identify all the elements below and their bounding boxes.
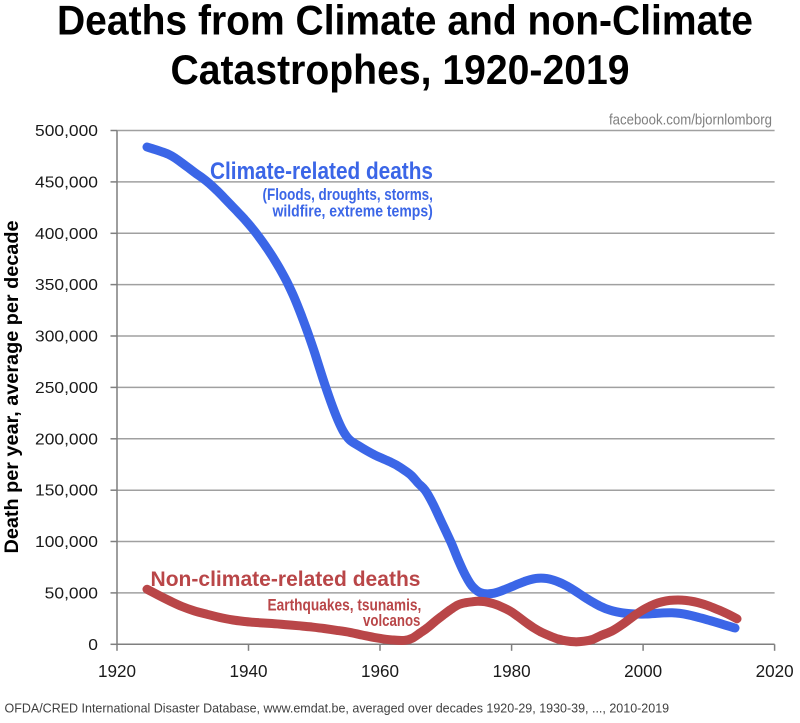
svg-text:300,000: 300,000 (35, 329, 98, 346)
svg-text:400,000: 400,000 (35, 226, 98, 243)
svg-text:(Floods, droughts, storms,: (Floods, droughts, storms, (263, 186, 433, 204)
svg-text:1980: 1980 (493, 661, 531, 681)
svg-text:150,000: 150,000 (35, 483, 98, 500)
svg-text:250,000: 250,000 (35, 380, 98, 397)
svg-text:Climate-related deaths: Climate-related deaths (210, 158, 433, 185)
svg-text:2020: 2020 (756, 661, 794, 681)
svg-text:0: 0 (88, 637, 98, 654)
svg-text:500,000: 500,000 (35, 123, 98, 140)
svg-text:Earthquakes, tsunamis,: Earthquakes, tsunamis, (268, 597, 422, 615)
svg-text:wildfire, extreme temps): wildfire, extreme temps) (272, 202, 433, 220)
svg-text:Catastrophes, 1920-2019: Catastrophes, 1920-2019 (171, 46, 630, 93)
svg-text:Death per year, average per de: Death per year, average per decade (2, 221, 23, 554)
svg-text:OFDA/CRED International Disast: OFDA/CRED International Disaster Databas… (5, 702, 670, 716)
svg-text:1960: 1960 (361, 661, 399, 681)
svg-text:1940: 1940 (230, 661, 268, 681)
svg-text:350,000: 350,000 (35, 277, 98, 294)
svg-text:100,000: 100,000 (35, 534, 98, 551)
svg-text:facebook.com/bjornlomborg: facebook.com/bjornlomborg (609, 113, 772, 129)
svg-text:450,000: 450,000 (35, 174, 98, 191)
svg-text:2000: 2000 (624, 661, 662, 681)
svg-text:volcanos: volcanos (363, 612, 420, 630)
svg-text:Deaths from Climate and non-Cl: Deaths from Climate and non-Climate (57, 0, 753, 44)
svg-text:200,000: 200,000 (35, 431, 98, 448)
svg-text:1920: 1920 (98, 661, 136, 681)
svg-text:Non-climate-related deaths: Non-climate-related deaths (151, 568, 421, 591)
svg-text:50,000: 50,000 (45, 585, 98, 602)
